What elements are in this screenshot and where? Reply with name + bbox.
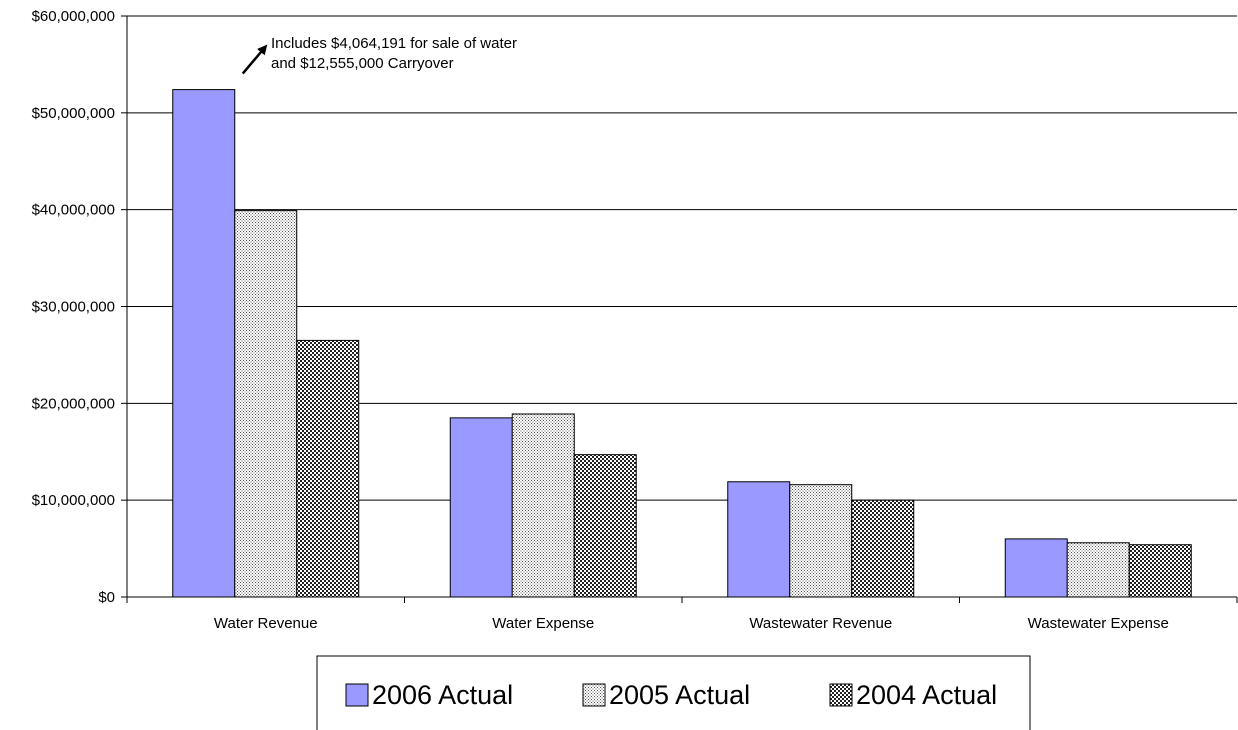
bar-2004-actual-wastewater-expense — [1128, 544, 1192, 598]
y-tick-label: $60,000,000 — [32, 8, 115, 25]
legend-swatch — [582, 683, 606, 707]
bars — [172, 89, 1192, 598]
bar-2006-actual-wastewater-revenue — [727, 481, 791, 598]
legend-box — [316, 655, 1031, 730]
legend-swatch — [829, 683, 853, 707]
y-tick-label: $0 — [98, 589, 115, 606]
bar-2005-actual-water-expense — [511, 413, 575, 598]
legend-label: 2005 Actual — [609, 680, 750, 710]
bar-2004-actual-water-revenue — [296, 339, 360, 598]
y-tick-label: $20,000,000 — [32, 395, 115, 412]
annotation-text-line: and $12,555,000 Carryover — [271, 55, 454, 72]
annotation-text-line: Includes $4,064,191 for sale of water — [271, 35, 517, 52]
bar-2004-actual-water-expense — [573, 454, 637, 598]
bar-2005-actual-wastewater-revenue — [789, 484, 853, 598]
x-tick-label: Wastewater Expense — [1028, 615, 1169, 632]
y-tick-label: $30,000,000 — [32, 299, 115, 316]
bar-2006-actual-wastewater-expense — [1004, 538, 1068, 598]
legend-label: 2006 Actual — [372, 680, 513, 710]
y-tick-label: $40,000,000 — [32, 202, 115, 219]
annotation: Includes $4,064,191 for sale of water and… — [241, 35, 517, 75]
annotation-arrow — [241, 44, 268, 75]
x-tick-label: Water Revenue — [214, 615, 318, 632]
legend-label: 2004 Actual — [856, 680, 997, 710]
legend-swatch — [345, 683, 369, 707]
x-axis-ticks: Water Revenue Water Expense Wastewater Rev… — [126, 597, 1238, 632]
y-tick-label: $10,000,000 — [32, 492, 115, 509]
bar-2005-actual-wastewater-expense — [1066, 542, 1130, 598]
y-tick-label: $50,000,000 — [32, 105, 115, 122]
bar-2005-actual-water-revenue — [234, 210, 298, 598]
bar-2006-actual-water-expense — [449, 417, 513, 598]
bar-2006-actual-water-revenue — [172, 89, 236, 598]
x-tick-label: Wastewater Revenue — [749, 615, 892, 632]
x-tick-label: Water Expense — [492, 615, 594, 632]
y-axis-ticks: $0 $10,000,000 $20,000,000 $30,000,000 $40,0… — [32, 8, 127, 606]
legend: 2006 Actual 2005 Actual 2004 Actual — [316, 655, 1031, 730]
bar-2004-actual-wastewater-revenue — [851, 499, 915, 598]
